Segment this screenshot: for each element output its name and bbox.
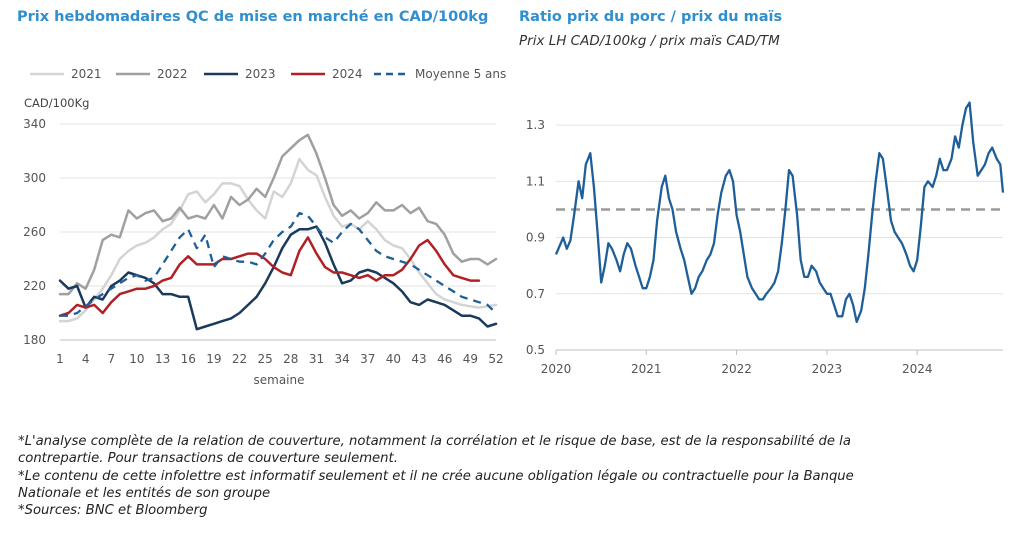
ratio-series-line [554, 101, 1005, 324]
y-axis-label: CAD/100Kg [24, 96, 89, 110]
footnote-sources: *Sources: BNC et Bloomberg [18, 503, 208, 519]
legend-label: Moyenne 5 ans [415, 67, 506, 81]
legend-label: 2024 [332, 67, 363, 81]
x-tick-label: 52 [488, 352, 503, 366]
y-tick-label: 1.3 [526, 118, 545, 132]
footnote-disclaimer: *Le contenu de cette infolettre est info… [18, 468, 854, 501]
x-tick-label: 2023 [812, 362, 843, 376]
series-line-2023 [58, 225, 498, 331]
legend-label: 2022 [157, 67, 188, 81]
x-tick-label: 28 [283, 352, 298, 366]
x-tick-label: 7 [107, 352, 115, 366]
weekly-price-chart: 2021 2022 2023 2024 Moyenne 5 ans CAD/100Kg … [23, 67, 506, 387]
x-tick-label: 22 [232, 352, 247, 366]
x-tick-label: 2020 [541, 362, 572, 376]
right-chart-title: Ratio prix du porc / prix du maïs [519, 9, 783, 25]
x-tick-label: 37 [360, 352, 375, 366]
y-gridlines [60, 123, 496, 341]
x-tick-label: 10 [129, 352, 144, 366]
x-tick-label: 31 [309, 352, 324, 366]
x-tick-label: 43 [411, 352, 426, 366]
series-line-2021 [58, 157, 498, 323]
x-tick-label: 25 [258, 352, 273, 366]
footnote-hedging: *L'analyse complète de la relation de co… [18, 434, 851, 467]
x-tick-label: 13 [155, 352, 170, 366]
legend-label: 2021 [71, 67, 102, 81]
x-tick-label: 19 [206, 352, 221, 366]
y-tick-label: 260 [23, 225, 46, 239]
x-tick-label: 16 [181, 352, 196, 366]
x-tick-label: 1 [56, 352, 64, 366]
x-tick-label: 49 [463, 352, 478, 366]
y-tick-label: 300 [23, 171, 46, 185]
series-line-2024 [58, 236, 481, 317]
y-axis-ticks: 0.5 0.7 0.9 1.1 1.3 [526, 118, 545, 357]
x-tick-label: 2024 [902, 362, 933, 376]
footnotes: *L'analyse complète de la relation de co… [18, 433, 918, 519]
x-tick-label: 46 [437, 352, 452, 366]
series-lines [554, 101, 1005, 324]
x-tick-label: 34 [334, 352, 349, 366]
left-chart-title: Prix hebdomadaires QC de mise en marché … [17, 9, 489, 25]
legend-label: 2023 [245, 67, 276, 81]
x-axis-label: semaine [254, 373, 305, 387]
y-tick-label: 220 [23, 279, 46, 293]
x-tick-label: 2022 [721, 362, 752, 376]
y-axis-ticks: 180 220 260 300 340 [23, 117, 46, 347]
y-tick-label: 0.7 [526, 287, 545, 301]
y-tick-label: 0.9 [526, 231, 545, 245]
x-tick-label: 4 [82, 352, 90, 366]
x-axis-ticks: 2020 2021 2022 2023 2024 [541, 350, 933, 376]
series-lines [58, 133, 498, 331]
y-tick-label: 340 [23, 117, 46, 131]
series-line-2022 [58, 133, 498, 296]
series-line-moyenne-5-ans [60, 211, 497, 317]
x-axis-ticks: 1 4 7 10 13 16 19 22 25 28 31 34 37 40 43 46 49 52 [56, 352, 503, 366]
x-tick-label: 40 [386, 352, 401, 366]
y-tick-label: 0.5 [526, 343, 545, 357]
ratio-chart: 0.5 0.7 0.9 1.1 1.3 2020 2021 2022 2023 2024 [526, 101, 1005, 376]
chart-legend: 2021 2022 2023 2024 Moyenne 5 ans [30, 67, 506, 81]
y-tick-label: 1.1 [526, 174, 545, 188]
y-tick-label: 180 [23, 333, 46, 347]
x-tick-label: 2021 [631, 362, 662, 376]
right-chart-subtitle: Prix LH CAD/100kg / prix maïs CAD/TM [519, 33, 780, 49]
y-gridlines [556, 124, 1003, 351]
